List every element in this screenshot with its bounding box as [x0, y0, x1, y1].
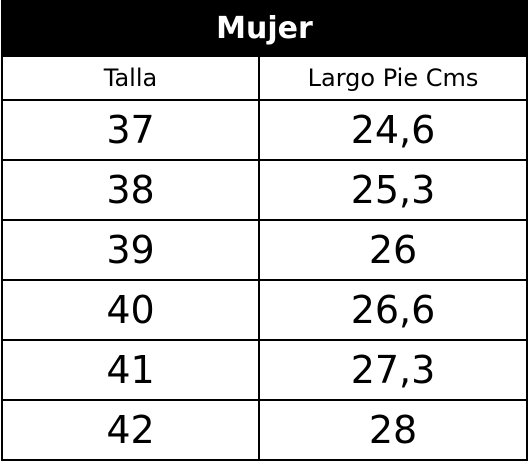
length-cell: 25,3: [258, 159, 528, 221]
title-row: Mujer: [1, 0, 528, 57]
size-cell: 40: [1, 279, 260, 341]
size-cell: 41: [1, 339, 260, 401]
length-cell: 27,3: [258, 339, 528, 401]
table-title: Mujer: [1, 0, 528, 57]
size-table: Mujer Talla Largo Pie Cms 37 24,6 38 25,3 39…: [1, 0, 528, 461]
size-cell: 42: [1, 399, 260, 461]
size-cell: 37: [1, 99, 260, 161]
size-row: 41 27,3: [1, 339, 528, 401]
size-row: 40 26,6: [1, 279, 528, 341]
size-row: 38 25,3: [1, 159, 528, 221]
size-cell: 38: [1, 159, 260, 221]
size-row: 37 24,6: [1, 99, 528, 161]
length-cell: 26: [258, 219, 528, 281]
size-row: 42 28: [1, 399, 528, 461]
length-cell: 24,6: [258, 99, 528, 161]
header-row: Talla Largo Pie Cms: [1, 55, 528, 101]
column-header: Largo Pie Cms: [258, 55, 528, 101]
length-cell: 28: [258, 399, 528, 461]
length-cell: 26,6: [258, 279, 528, 341]
table-body: Mujer Talla Largo Pie Cms 37 24,6 38 25,3 39…: [1, 0, 528, 461]
size-row: 39 26: [1, 219, 528, 281]
size-cell: 39: [1, 219, 260, 281]
column-header: Talla: [1, 55, 260, 101]
